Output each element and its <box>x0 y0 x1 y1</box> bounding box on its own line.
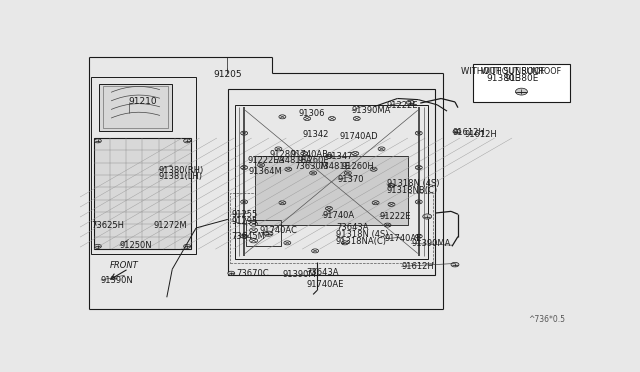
Text: 91318NB(C): 91318NB(C) <box>387 186 438 195</box>
Text: 91347: 91347 <box>326 153 353 161</box>
Text: 91205: 91205 <box>214 70 242 79</box>
Text: 73481E: 73481E <box>318 162 350 171</box>
Text: 91222E: 91222E <box>387 102 418 110</box>
Text: 91280: 91280 <box>269 150 296 158</box>
Text: 91612H: 91612H <box>401 262 434 271</box>
Bar <box>255 156 408 225</box>
Bar <box>230 193 433 263</box>
Text: WITHOUT SUNROOF: WITHOUT SUNROOF <box>481 67 561 76</box>
Text: 91381(LH): 91381(LH) <box>158 172 202 181</box>
Text: 91740AE: 91740AE <box>306 280 344 289</box>
Text: 91380(RH): 91380(RH) <box>158 166 204 174</box>
Text: 73645M: 73645M <box>231 232 265 241</box>
Text: 73643A: 73643A <box>306 267 339 276</box>
Text: 73630M: 73630M <box>294 162 328 171</box>
Text: 91612H: 91612H <box>453 128 486 137</box>
Circle shape <box>423 214 431 219</box>
Text: 91342: 91342 <box>303 130 329 140</box>
Text: FRONT: FRONT <box>110 261 138 270</box>
Bar <box>236 105 428 259</box>
Circle shape <box>451 262 459 267</box>
Circle shape <box>264 231 273 236</box>
Text: 91255: 91255 <box>231 210 257 219</box>
Text: 91260E: 91260E <box>297 156 329 165</box>
Text: ^736*0.5: ^736*0.5 <box>528 315 565 324</box>
Circle shape <box>228 271 235 275</box>
Circle shape <box>94 244 101 248</box>
Bar <box>99 84 172 131</box>
Text: 91364M: 91364M <box>249 167 282 176</box>
Text: 91260H: 91260H <box>342 162 374 171</box>
Text: 91390M: 91390M <box>282 270 316 279</box>
Text: 91740AE: 91740AE <box>385 234 422 243</box>
Text: 91306: 91306 <box>298 109 324 118</box>
Bar <box>91 77 196 254</box>
Text: 91390MA: 91390MA <box>412 239 451 248</box>
Text: 73643A: 73643A <box>336 223 369 232</box>
Circle shape <box>184 244 191 248</box>
Text: 91390MA: 91390MA <box>352 106 391 115</box>
Bar <box>228 89 435 275</box>
Text: 91740AC: 91740AC <box>260 226 298 235</box>
Bar <box>246 220 282 246</box>
Text: 91318NA(C): 91318NA(C) <box>336 237 387 246</box>
Text: 91318N (4S): 91318N (4S) <box>387 179 439 188</box>
Text: 91612H: 91612H <box>465 129 498 138</box>
Text: 91380E: 91380E <box>486 74 521 83</box>
Text: 91272M: 91272M <box>154 221 187 230</box>
Circle shape <box>515 88 527 95</box>
Text: 91380E: 91380E <box>504 74 539 83</box>
Text: 73625H: 73625H <box>91 221 124 230</box>
Text: 91295: 91295 <box>231 217 257 225</box>
Text: 91740AB: 91740AB <box>291 150 328 158</box>
Bar <box>94 138 191 249</box>
Text: 91222E: 91222E <box>380 212 411 221</box>
Text: 91250N: 91250N <box>120 241 152 250</box>
Text: 91740A: 91740A <box>322 211 354 220</box>
Circle shape <box>406 100 414 105</box>
Text: 73670C: 73670C <box>237 269 269 278</box>
Text: WITHOUT SUNROOF: WITHOUT SUNROOF <box>461 67 546 76</box>
Text: 91318N (4S): 91318N (4S) <box>336 230 388 239</box>
Text: 91222EA: 91222EA <box>248 157 285 166</box>
Text: 91210: 91210 <box>129 97 157 106</box>
Bar <box>103 86 168 128</box>
Circle shape <box>453 129 461 134</box>
Text: 73481EA: 73481EA <box>275 157 312 166</box>
Circle shape <box>94 139 101 143</box>
Text: 91390N: 91390N <box>101 276 134 285</box>
Circle shape <box>184 139 191 143</box>
Text: 91370: 91370 <box>338 175 364 184</box>
Bar <box>473 64 570 102</box>
Text: 91740AD: 91740AD <box>340 132 378 141</box>
